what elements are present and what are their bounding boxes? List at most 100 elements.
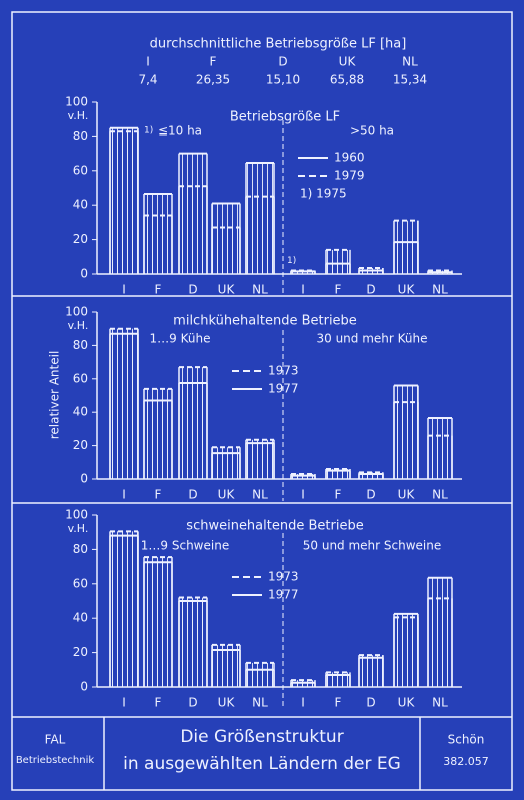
bar-sides [427, 577, 453, 687]
panel-title: Betriebsgröße LF [230, 110, 340, 125]
x-tick-label: NL [252, 283, 268, 297]
bar [359, 473, 383, 479]
x-tick-label: NL [432, 696, 448, 710]
y-unit: v.H. [68, 109, 89, 122]
bar [428, 577, 452, 687]
x-tick-label: F [155, 283, 162, 297]
group-label: 50 und mehr Schweine [303, 539, 442, 553]
y-tick-label: 100 [65, 95, 88, 109]
x-tick-label: I [122, 283, 126, 297]
y-tick-label: 0 [80, 472, 88, 486]
institute: FAL [45, 733, 66, 747]
x-tick-label: F [155, 696, 162, 710]
x-tick-label: I [301, 696, 305, 710]
bar-sides [393, 613, 419, 687]
y-tick-label: 0 [80, 680, 88, 694]
department: Betriebstechnik [16, 755, 95, 766]
footer-title: Die Größenstruktur [180, 727, 343, 747]
y-tick-label: 40 [73, 198, 88, 212]
bar-sides [178, 382, 208, 479]
bar [326, 470, 350, 479]
x-tick-label: F [335, 696, 342, 710]
bar-sides [211, 227, 241, 274]
bar-sides [358, 657, 384, 687]
bar-sides [245, 196, 275, 274]
bar-sides [245, 443, 275, 479]
outer-frame [11, 11, 513, 791]
header-value: 15,34 [393, 73, 427, 87]
header-country: NL [402, 55, 418, 69]
x-tick-label: I [301, 283, 305, 297]
bar [179, 601, 207, 687]
x-tick-label: I [122, 696, 126, 710]
slide-number: 382.057 [443, 755, 489, 768]
legend-footnote: 1) 1975 [300, 187, 347, 201]
legend-label: 1960 [334, 151, 365, 165]
bar-sides [109, 535, 139, 687]
bar [326, 674, 350, 687]
bar [326, 249, 350, 274]
y-tick-label: 100 [65, 305, 88, 319]
legend-label: 1973 [268, 364, 299, 378]
x-tick-label: F [335, 488, 342, 502]
x-tick-label: NL [432, 283, 448, 297]
x-tick-label: D [366, 696, 375, 710]
y-tick-label: 80 [73, 129, 88, 143]
group-label: >50 ha [350, 124, 394, 138]
header-value: 65,88 [330, 73, 364, 87]
x-tick-label: NL [432, 488, 448, 502]
legend-label: 1977 [268, 588, 299, 602]
bar [291, 682, 315, 687]
bar [179, 382, 207, 479]
group-label: 1…9 Kühe [150, 332, 211, 346]
x-tick-label: NL [252, 488, 268, 502]
x-tick-label: F [335, 283, 342, 297]
bar [144, 400, 172, 479]
bar [246, 196, 274, 274]
group-label: ≦10 ha [158, 124, 202, 138]
x-tick-label: I [122, 488, 126, 502]
x-tick-label: UK [218, 488, 236, 502]
bar-sides [143, 400, 173, 479]
y-unit: v.H. [68, 319, 89, 332]
bar-sides [211, 650, 241, 687]
bar-sides [325, 249, 351, 274]
legend-label: 1973 [268, 570, 299, 584]
x-tick-label: D [188, 488, 197, 502]
y-tick-label: 60 [73, 576, 88, 590]
y-tick-label: 40 [73, 405, 88, 419]
header-country: UK [339, 55, 357, 69]
bar-sides [393, 385, 419, 479]
bar-sides [427, 418, 453, 479]
x-tick-label: I [301, 488, 305, 502]
bar [291, 270, 315, 274]
x-tick-label: D [188, 283, 197, 297]
x-tick-label: D [366, 488, 375, 502]
x-tick-label: NL [252, 696, 268, 710]
bar [246, 443, 274, 479]
y-tick-label: 60 [73, 163, 88, 177]
x-tick-label: F [155, 488, 162, 502]
bar [144, 215, 172, 274]
header-value: 7,4 [138, 73, 157, 87]
panel-title: milchkühehaltende Betriebe [173, 314, 357, 329]
bar [212, 227, 240, 274]
bar [212, 650, 240, 687]
y-tick-label: 80 [73, 542, 88, 556]
bar-sides [245, 669, 275, 687]
header-country: D [278, 55, 287, 69]
y-unit: v.H. [68, 522, 89, 535]
y-tick-label: 60 [73, 371, 88, 385]
x-tick-label: UK [398, 488, 416, 502]
bar [428, 270, 452, 274]
bar-sides [325, 674, 351, 687]
bar [291, 475, 315, 479]
x-tick-label: UK [218, 696, 236, 710]
group-label: 30 und mehr Kühe [316, 332, 427, 346]
x-tick-label: UK [218, 283, 236, 297]
bar [110, 535, 138, 687]
bar-sides [109, 333, 139, 479]
panel-title: schweinehaltende Betriebe [186, 519, 363, 534]
x-tick-label: D [188, 696, 197, 710]
